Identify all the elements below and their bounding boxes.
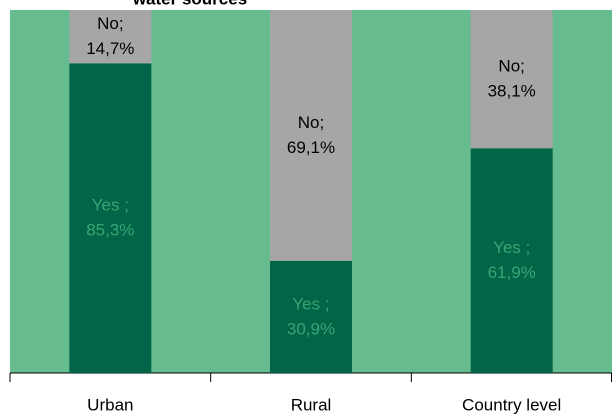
bar-segment [69,10,152,64]
value-label: 14,7% [86,39,134,58]
value-label: 38,1% [488,82,536,101]
chart-title: water sources [132,0,247,8]
x-tick-label: Country level [462,395,561,414]
segment-series-label: No; [498,57,524,76]
value-label: 61,9% [488,263,536,282]
segment-series-label: Yes ; [92,196,129,215]
x-tick-label: Rural [291,395,332,414]
value-label: 69,1% [287,138,335,157]
x-tick-label: Urban [87,395,133,414]
bar-segment [69,63,152,374]
bar-segment [270,260,352,373]
segment-series-label: Yes ; [493,238,530,257]
bar-segment [470,148,553,373]
segment-series-label: No; [298,113,324,132]
value-label: 30,9% [287,319,335,338]
segment-series-label: Yes ; [292,294,329,313]
value-label: 85,3% [86,221,134,240]
bar-segment [270,10,352,261]
bar-segment [470,10,553,149]
segment-series-label: No; [97,14,123,33]
